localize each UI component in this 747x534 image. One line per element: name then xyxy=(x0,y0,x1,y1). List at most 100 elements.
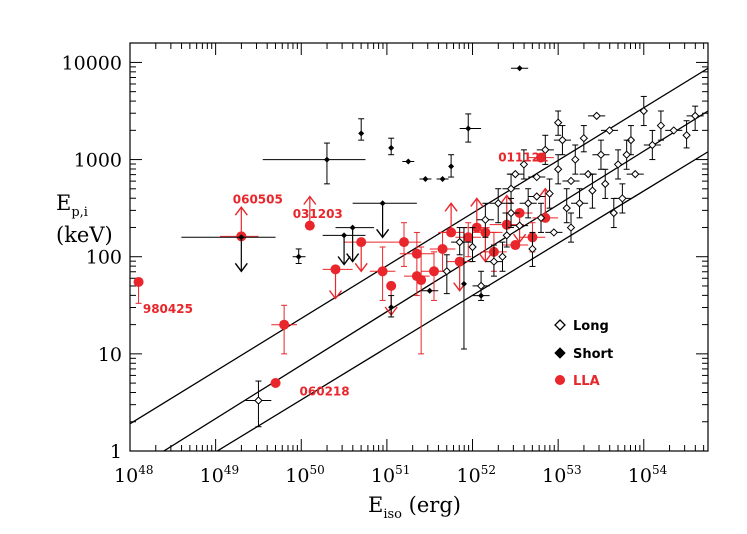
long-point xyxy=(656,121,666,130)
long-point xyxy=(596,150,606,159)
long-point xyxy=(609,208,619,218)
annotation-011121: 011121 xyxy=(498,151,548,165)
legend-label-long: Long xyxy=(573,319,609,334)
limit-arrow-head xyxy=(234,206,248,216)
lla-point xyxy=(399,237,410,248)
short-point xyxy=(388,144,395,151)
lla-point xyxy=(356,237,367,248)
limit-arrow-head xyxy=(470,197,484,207)
long-point xyxy=(455,237,464,247)
red-circle-icon xyxy=(555,375,565,385)
short-point xyxy=(460,280,467,287)
legend: Long Short LLA xyxy=(554,319,613,389)
x-tick-label: 1051 xyxy=(371,463,410,487)
legend-item-long: Long xyxy=(554,319,609,334)
short-point xyxy=(516,65,523,72)
short-point xyxy=(238,234,245,241)
tick-labels: 1048 1049 1050 1051 1052 1053 1054 1 10 100 1000 10… xyxy=(62,52,668,487)
long-point xyxy=(562,203,571,213)
long-point xyxy=(648,140,657,150)
long-point xyxy=(622,150,631,159)
lla-point xyxy=(454,256,465,267)
long-point xyxy=(583,169,593,179)
long-point xyxy=(498,252,507,261)
lla-point xyxy=(536,152,547,163)
line-lower xyxy=(215,151,708,451)
long-point xyxy=(519,160,529,169)
limit-arrow-head xyxy=(444,202,458,212)
long-point xyxy=(515,221,524,230)
short-point xyxy=(379,200,386,207)
long-point xyxy=(579,133,589,143)
x-tick-label: 1053 xyxy=(542,463,581,487)
lla-point xyxy=(510,240,521,251)
limit-arrow-head xyxy=(234,262,248,273)
legend-label-short: Short xyxy=(573,347,613,362)
long-point xyxy=(553,118,563,127)
long-point xyxy=(511,169,520,179)
long-point xyxy=(605,126,614,135)
short-point xyxy=(465,125,472,132)
short-point xyxy=(422,176,429,182)
x-tick-label: 1049 xyxy=(200,463,239,487)
long-point xyxy=(493,199,503,208)
annotation-060218: 060218 xyxy=(300,385,350,399)
limit-arrow-head xyxy=(328,290,343,300)
long-point xyxy=(528,244,537,254)
lla-point xyxy=(471,222,482,233)
lla-point xyxy=(428,266,439,277)
long-point xyxy=(502,231,511,240)
short-point xyxy=(448,163,455,170)
long-point xyxy=(601,179,610,189)
y-tick-label: 1000 xyxy=(74,150,122,172)
long-point xyxy=(639,106,648,116)
long-point xyxy=(549,228,559,237)
long-point xyxy=(545,189,554,198)
limit-arrow-head xyxy=(376,228,390,239)
short-point xyxy=(405,158,412,165)
long-point xyxy=(536,213,546,223)
line-upper xyxy=(130,67,708,425)
x-tick-label: 1054 xyxy=(628,463,668,487)
long-point xyxy=(566,223,576,232)
limit-arrow-head xyxy=(354,262,368,273)
y-tick-label: 100 xyxy=(86,247,122,269)
long-point xyxy=(571,155,580,164)
data-points xyxy=(133,65,704,428)
limit-arrow-head xyxy=(337,256,351,266)
x-tick-label: 1048 xyxy=(114,463,153,487)
series-lla xyxy=(133,152,559,388)
long-point xyxy=(669,126,678,135)
long-point xyxy=(618,194,627,203)
axis-ticks xyxy=(129,43,708,452)
lla-point xyxy=(540,212,551,223)
lla-point xyxy=(463,232,474,243)
lla-point xyxy=(446,227,457,238)
y-axis-unit: (keV) xyxy=(56,223,113,247)
long-point xyxy=(476,281,486,291)
legend-label-lla: LLA xyxy=(573,374,600,389)
lla-point xyxy=(437,243,448,254)
lla-point xyxy=(377,266,388,277)
regression-lines xyxy=(130,67,708,451)
long-point xyxy=(566,176,576,186)
long-point xyxy=(558,135,567,145)
long-point xyxy=(532,172,541,182)
y-tick-label: 10000 xyxy=(62,52,122,74)
long-point xyxy=(506,184,516,193)
long-point xyxy=(613,160,623,169)
short-point xyxy=(323,156,330,163)
line-best-fit xyxy=(162,110,708,451)
long-point xyxy=(626,135,636,145)
y-axis-title: Ep,i xyxy=(56,191,88,220)
annotation-060505: 060505 xyxy=(233,192,283,206)
long-point xyxy=(481,215,490,225)
lla-point xyxy=(330,264,341,275)
series-long xyxy=(245,95,704,428)
legend-item-lla: LLA xyxy=(555,374,600,389)
long-point xyxy=(442,267,452,276)
long-point xyxy=(523,199,533,208)
lla-point xyxy=(416,275,427,286)
plot-frame xyxy=(129,42,709,452)
